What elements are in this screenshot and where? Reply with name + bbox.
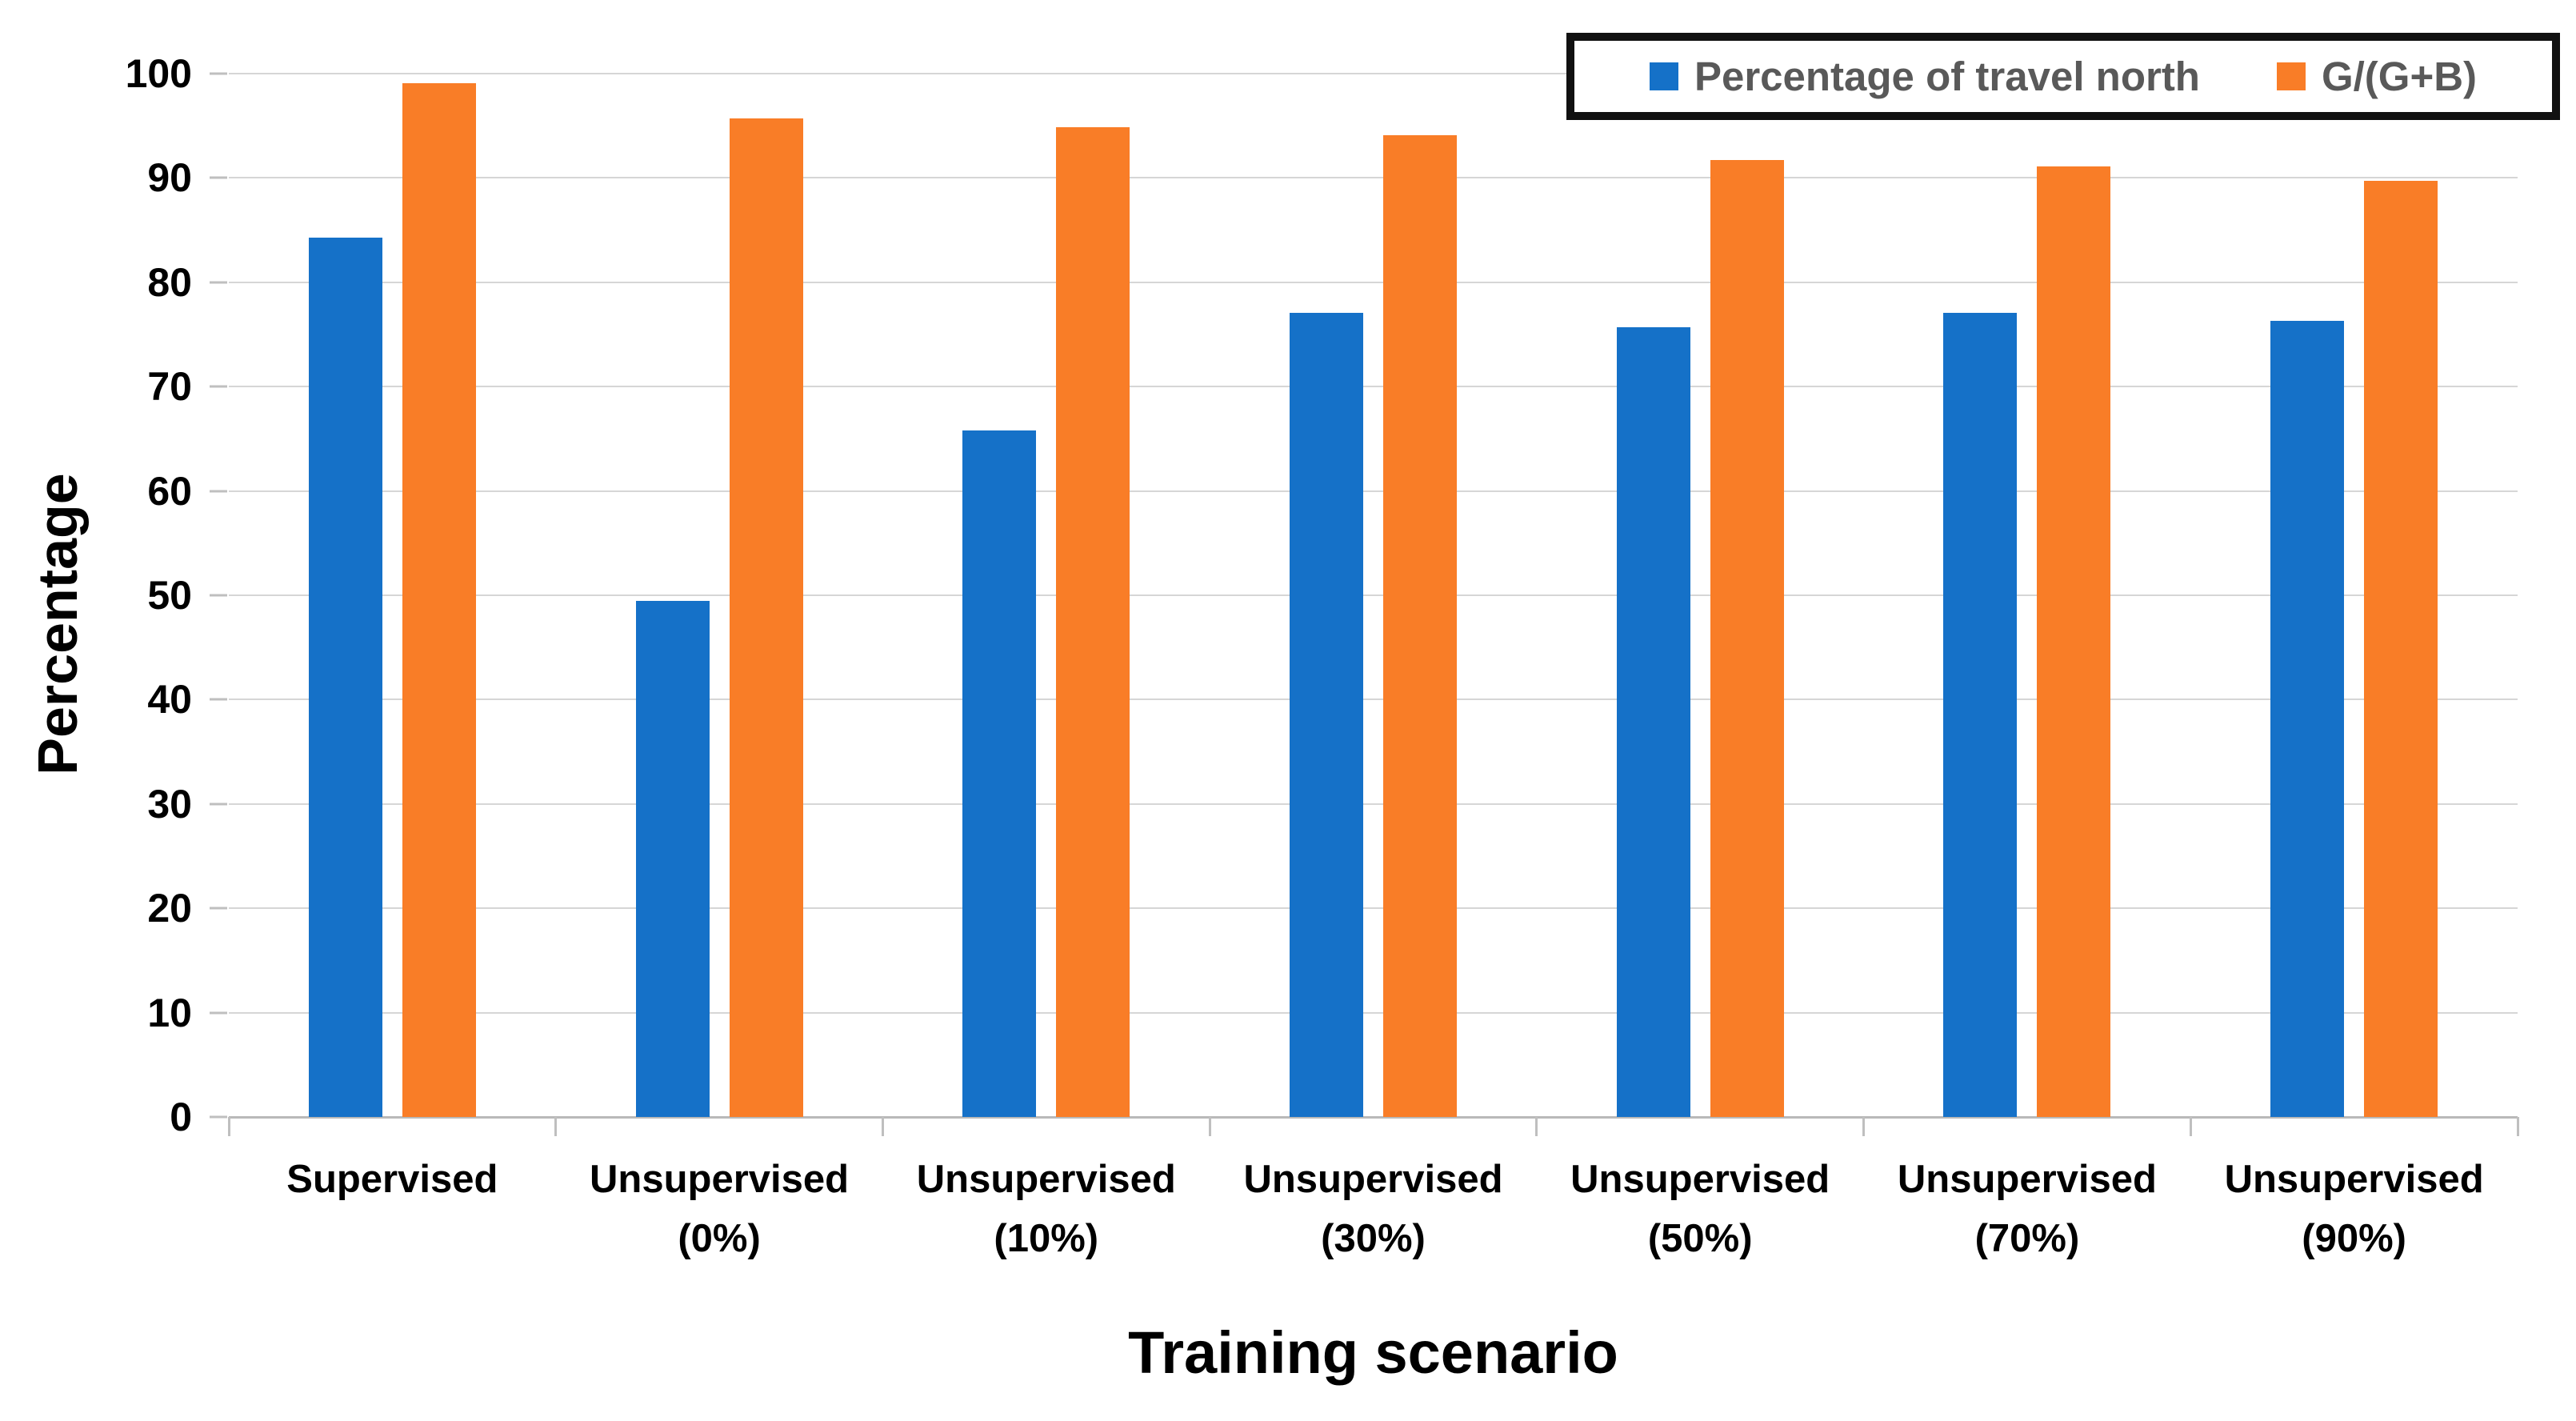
gridline-100: [229, 73, 2518, 74]
plot-area: [227, 73, 2519, 1136]
gridline-40: [229, 698, 2518, 701]
y-tick-label-70: 70: [147, 364, 192, 410]
category-boundary-tick: [554, 1117, 558, 1136]
y-tick-label-80: 80: [147, 259, 192, 305]
bar-g-g-b-1: [402, 82, 476, 1117]
y-tick-mark-100: [210, 72, 227, 75]
x-category-label-3: Unsupervised (10%): [916, 1158, 1176, 1260]
y-tick-mark-30: [210, 803, 227, 806]
bar-group-1: [229, 74, 556, 1117]
bar-g-g-b-2: [729, 118, 803, 1117]
y-tick-label-20: 20: [147, 886, 192, 931]
bar-group-4: [1210, 74, 1537, 1117]
bar-g-g-b-4: [1382, 134, 1457, 1117]
legend-label: G/(G+B): [2321, 54, 2478, 99]
category-boundary-tick: [1535, 1117, 1538, 1136]
bar-percentage-of-travel-north-1: [308, 237, 382, 1117]
bar-percentage-of-travel-north-4: [1289, 312, 1363, 1117]
legend: Percentage of travel north G/(G+B): [1566, 33, 2560, 120]
x-axis-category-labels: Supervised Unsupervised (0%) Unsupervised …: [229, 1151, 2518, 1268]
bar-g-g-b-3: [1056, 126, 1130, 1117]
y-tick-mark-50: [210, 594, 227, 597]
y-tick-mark-90: [210, 176, 227, 179]
gridline-50: [229, 594, 2518, 596]
gridline-90: [229, 177, 2518, 179]
y-tick-label-10: 10: [147, 990, 192, 1035]
x-axis-line: [229, 1116, 2518, 1119]
bar-percentage-of-travel-north-3: [962, 430, 1037, 1117]
x-category-label-1: Supervised: [286, 1158, 498, 1201]
bar-percentage-of-travel-north-2: [635, 600, 710, 1117]
category-boundary-tick: [1862, 1117, 1866, 1136]
y-tick-label-90: 90: [147, 155, 192, 201]
bar-g-g-b-7: [2364, 181, 2438, 1117]
gridline-10: [229, 1011, 2518, 1014]
bar-group-6: [1864, 74, 2191, 1117]
x-category-label-7: Unsupervised (90%): [2224, 1158, 2484, 1260]
category-boundary-tick: [881, 1117, 884, 1136]
category-boundary-tick: [227, 1117, 230, 1136]
bar-g-g-b-6: [2037, 166, 2111, 1117]
y-tick-label-30: 30: [147, 781, 192, 827]
bar-group-5: [1537, 74, 1864, 1117]
x-category-label-4: Unsupervised (30%): [1243, 1158, 1503, 1260]
x-axis-title: Training scenario: [1128, 1319, 1618, 1386]
bar-group-3: [882, 74, 1210, 1117]
legend-swatch-icon: [1649, 62, 1678, 90]
bar-group-2: [556, 74, 883, 1117]
gridline-20: [229, 907, 2518, 910]
bar-group-7: [2190, 74, 2518, 1117]
x-category-label-6: Unsupervised (70%): [1897, 1158, 2157, 1260]
gridline-70: [229, 386, 2518, 388]
legend-entry: G/(G+B): [2276, 53, 2478, 100]
y-axis-title: Percentage: [26, 473, 89, 775]
y-tick-mark-80: [210, 281, 227, 284]
x-category-label-2: Unsupervised (0%): [590, 1158, 850, 1260]
category-boundary-tick: [1208, 1117, 1211, 1136]
y-tick-mark-60: [210, 490, 227, 493]
y-tick-mark-40: [210, 698, 227, 701]
category-boundary-tick: [2189, 1117, 2192, 1136]
legend-entry: Percentage of travel north: [1649, 53, 2200, 100]
y-tick-mark-10: [210, 1011, 227, 1015]
bar-g-g-b-5: [1710, 160, 1784, 1117]
legend-label: Percentage of travel north: [1694, 54, 2200, 99]
gridline-30: [229, 803, 2518, 805]
y-tick-mark-70: [210, 385, 227, 388]
bar-percentage-of-travel-north-7: [2270, 321, 2345, 1117]
gridline-60: [229, 490, 2518, 492]
legend-swatch-icon: [2276, 62, 2306, 90]
y-tick-mark-20: [210, 907, 227, 910]
bar-percentage-of-travel-north-5: [1616, 326, 1690, 1117]
y-tick-label-0: 0: [170, 1095, 192, 1139]
category-boundary-tick: [2516, 1117, 2519, 1136]
gridline-80: [229, 281, 2518, 283]
y-tick-label-100: 100: [125, 51, 192, 96]
x-category-label-5: Unsupervised (50%): [1570, 1158, 1830, 1260]
bar-percentage-of-travel-north-6: [1943, 312, 2018, 1117]
y-tick-mark-0: [210, 1115, 227, 1119]
